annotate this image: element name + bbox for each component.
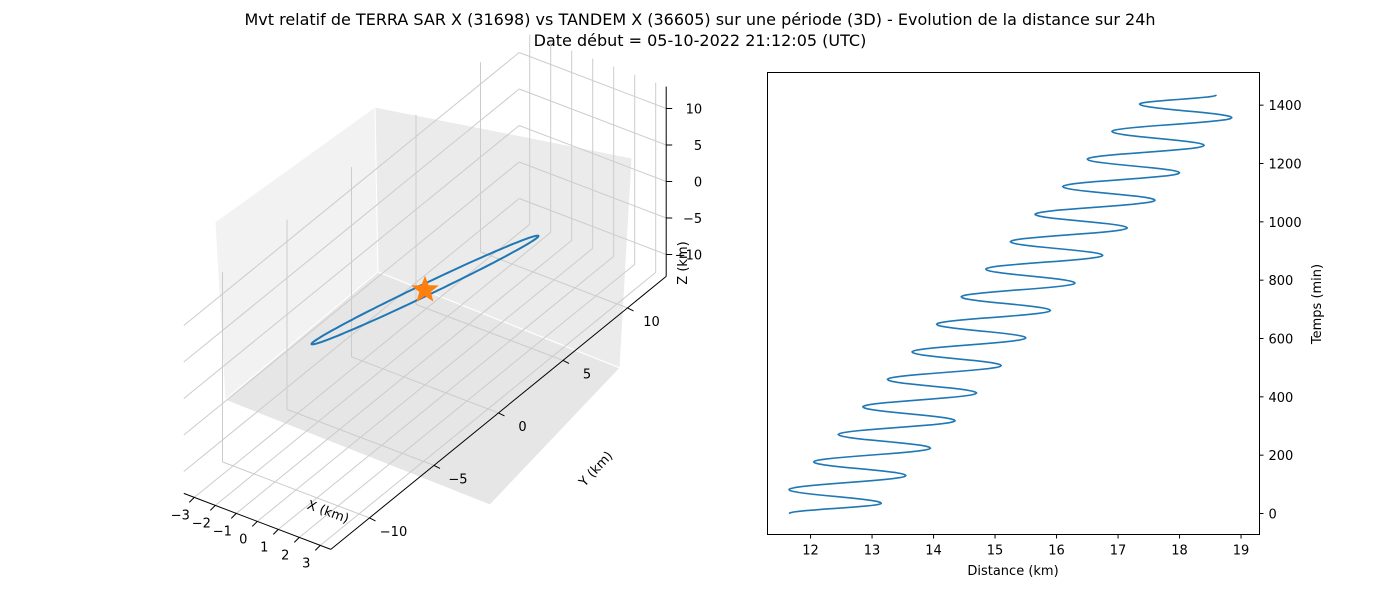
- grid-line-y: [222, 461, 370, 519]
- z-tick-label: −5: [683, 212, 702, 227]
- grid-line-z: [183, 198, 520, 472]
- grid-3d: [183, 34, 667, 546]
- y-tick-label: −10: [380, 525, 407, 540]
- z-tick-label: 10: [686, 103, 703, 118]
- distance-series-line: [788, 94, 1233, 515]
- figure-title: Mvt relatif de TERRA SAR X (31698) vs TA…: [0, 9, 1400, 51]
- y-tick-label: 1200: [1269, 158, 1302, 173]
- x-tick-label: 14: [925, 544, 942, 559]
- x-tick-mark: [188, 497, 195, 503]
- z-tick-label: 5: [694, 139, 702, 154]
- x-tick-mark: [314, 545, 321, 551]
- y-axis-label: Y (km): [576, 449, 617, 491]
- y-tick-label: 1000: [1269, 216, 1302, 231]
- z-tick-label: 0: [694, 176, 702, 191]
- y-tick-label: 600: [1269, 333, 1294, 348]
- grid-line-z: [519, 198, 667, 255]
- grid-line-z: [183, 52, 520, 326]
- grid-line-z: [183, 88, 520, 363]
- y-axis-label: Temps (min): [1310, 264, 1325, 345]
- title-line-1: Mvt relatif de TERRA SAR X (31698) vs TA…: [244, 10, 1156, 29]
- y-tick-mark: [433, 464, 441, 469]
- grid-line-y: [415, 303, 564, 361]
- grid-line-z: [519, 52, 667, 109]
- x-tick-label: 12: [802, 544, 819, 559]
- y-tick-mark: [498, 412, 505, 417]
- x-axis-label: Distance (km): [967, 564, 1058, 579]
- y-tick-mark: [562, 359, 570, 364]
- y-tick-label: 800: [1269, 274, 1294, 289]
- x-tick-label: 16: [1048, 544, 1065, 559]
- origin-star-marker: [411, 275, 439, 302]
- x-tick-mark: [251, 521, 258, 527]
- y-tick-mark: [627, 307, 634, 312]
- x-tick-label: 3: [302, 556, 310, 571]
- x-tick-label: −2: [192, 516, 211, 531]
- y-axis-ticks: 0 200 400 600 800 1000 1200 1400: [1259, 99, 1302, 523]
- x-tick-label: 19: [1233, 544, 1250, 559]
- grid-line-y: [351, 356, 499, 414]
- x-axis-ticks: 12 13 14 15 16 17 18 19: [802, 534, 1250, 559]
- x-tick-label: 18: [1171, 544, 1188, 559]
- x-tick-label: 15: [987, 544, 1004, 559]
- x-tick-label: 1: [260, 540, 268, 555]
- x-tick-mark: [230, 513, 237, 519]
- y-tick-label: −5: [448, 472, 467, 487]
- y-tick-label: 400: [1269, 391, 1294, 406]
- orbit-trajectory-line: [310, 234, 540, 346]
- z-tick-label: −10: [675, 249, 702, 264]
- y-tick-label: 200: [1269, 449, 1294, 464]
- pane-floor: [224, 271, 621, 506]
- x-tick-label: 0: [239, 532, 247, 547]
- y-tick-mark: [369, 517, 376, 522]
- y-tick-label: 5: [583, 367, 591, 382]
- y-tick-label: 0: [518, 420, 526, 435]
- y-tick-label: 10: [643, 315, 660, 330]
- x-tick-label: 2: [281, 548, 289, 563]
- y-tick-label: 1400: [1269, 99, 1302, 114]
- x-tick-label: 17: [1110, 544, 1127, 559]
- x-tick-label: −3: [171, 508, 190, 523]
- x-tick-mark: [272, 529, 279, 535]
- x-tick-label: −1: [213, 524, 232, 539]
- grid-line-z: [519, 125, 667, 182]
- z-axis-label: Z (km): [676, 241, 691, 284]
- x-tick-mark: [293, 537, 300, 543]
- grid-line-z: [519, 161, 667, 219]
- grid-line-z: [183, 161, 520, 436]
- y-tick-label: 0: [1269, 508, 1277, 523]
- grid-line-z: [183, 125, 520, 399]
- title-line-2: Date début = 05-10-2022 21:12:05 (UTC): [533, 31, 867, 50]
- x-tick-mark: [209, 505, 216, 511]
- chart-2d-distance-vs-time: 12 13 14 15 16 17 18 19 0 200 400 600 800 1000 1200 14…: [767, 72, 1325, 579]
- grid-line-y: [480, 251, 628, 309]
- grid-line-y: [286, 408, 435, 466]
- x-tick-label: 13: [864, 544, 881, 559]
- grid-line-z: [519, 88, 667, 146]
